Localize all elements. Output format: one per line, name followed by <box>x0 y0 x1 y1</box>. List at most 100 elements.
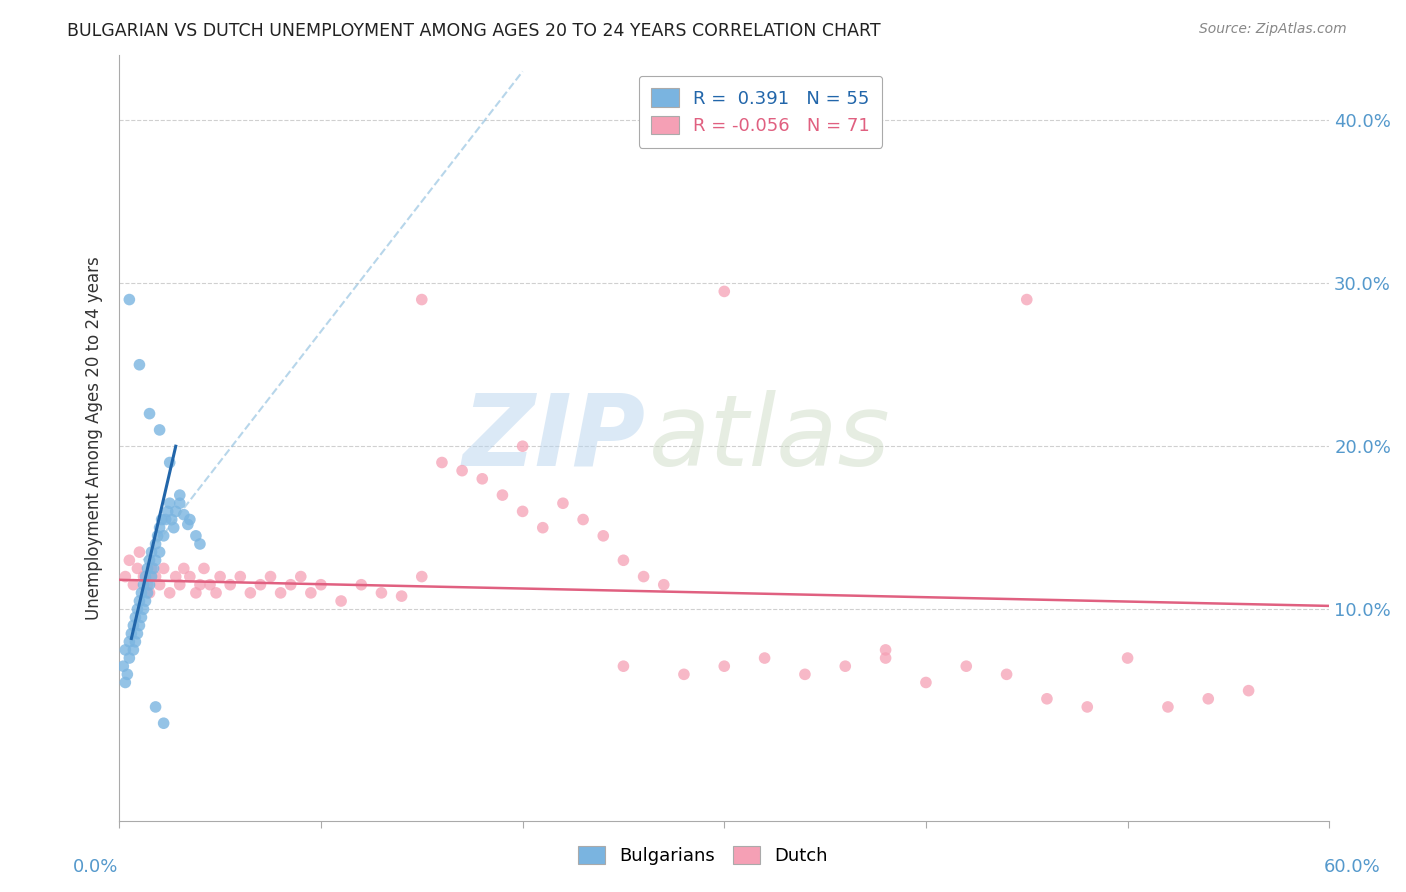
Point <box>155 512 177 526</box>
Point <box>160 512 183 526</box>
Point <box>114 675 136 690</box>
Point <box>713 659 735 673</box>
Point <box>122 643 145 657</box>
Point <box>141 569 163 583</box>
Point <box>138 578 160 592</box>
Point <box>145 569 167 583</box>
Point <box>471 472 494 486</box>
Text: BULGARIAN VS DUTCH UNEMPLOYMENT AMONG AGES 20 TO 24 YEARS CORRELATION CHART: BULGARIAN VS DUTCH UNEMPLOYMENT AMONG AG… <box>67 22 882 40</box>
Point <box>173 508 195 522</box>
Point <box>152 529 174 543</box>
Text: Source: ZipAtlas.com: Source: ZipAtlas.com <box>1199 22 1347 37</box>
Point <box>179 569 201 583</box>
Point <box>391 589 413 603</box>
Point <box>1157 700 1180 714</box>
Point <box>136 561 159 575</box>
Point <box>1015 293 1038 307</box>
Text: atlas: atlas <box>650 390 891 486</box>
Point <box>118 634 141 648</box>
Point <box>512 504 534 518</box>
Point <box>128 358 150 372</box>
Point <box>138 553 160 567</box>
Point <box>114 643 136 657</box>
Point <box>411 293 433 307</box>
Point <box>193 561 215 575</box>
Point <box>239 586 262 600</box>
Point <box>132 602 155 616</box>
Point <box>592 529 614 543</box>
Point <box>188 578 211 592</box>
Point <box>118 651 141 665</box>
Point <box>672 667 695 681</box>
Point <box>612 659 634 673</box>
Point <box>169 578 191 592</box>
Point <box>127 561 149 575</box>
Point <box>117 667 139 681</box>
Point <box>145 537 167 551</box>
Point <box>875 643 897 657</box>
Point <box>512 439 534 453</box>
Point <box>145 553 167 567</box>
Point <box>122 618 145 632</box>
Point <box>430 456 453 470</box>
Point <box>149 578 172 592</box>
Legend: Bulgarians, Dutch: Bulgarians, Dutch <box>571 838 835 872</box>
Point <box>124 634 146 648</box>
Point <box>173 561 195 575</box>
Point <box>128 545 150 559</box>
Point <box>370 586 392 600</box>
Point <box>149 521 172 535</box>
Point <box>1197 691 1219 706</box>
Point <box>132 578 155 592</box>
Point <box>134 594 156 608</box>
Point <box>290 569 312 583</box>
Point <box>1237 683 1260 698</box>
Point <box>150 512 173 526</box>
Point <box>179 512 201 526</box>
Legend: R =  0.391   N = 55, R = -0.056   N = 71: R = 0.391 N = 55, R = -0.056 N = 71 <box>638 76 883 148</box>
Point <box>122 578 145 592</box>
Text: ZIP: ZIP <box>463 390 645 486</box>
Point <box>163 521 186 535</box>
Point <box>491 488 513 502</box>
Point <box>531 521 554 535</box>
Point <box>165 569 187 583</box>
Point <box>152 716 174 731</box>
Point <box>249 578 271 592</box>
Point <box>177 517 200 532</box>
Point <box>995 667 1018 681</box>
Point <box>146 529 169 543</box>
Point <box>156 504 179 518</box>
Point <box>198 578 221 592</box>
Point <box>132 569 155 583</box>
Point <box>141 561 163 575</box>
Point <box>124 610 146 624</box>
Point <box>633 569 655 583</box>
Point <box>128 594 150 608</box>
Point <box>169 488 191 502</box>
Text: 60.0%: 60.0% <box>1324 858 1381 876</box>
Point <box>118 293 141 307</box>
Point <box>219 578 242 592</box>
Point <box>205 586 228 600</box>
Point <box>793 667 815 681</box>
Point <box>131 586 153 600</box>
Point <box>142 561 165 575</box>
Point <box>138 407 160 421</box>
Point <box>184 586 207 600</box>
Point <box>411 569 433 583</box>
Point <box>159 586 181 600</box>
Point <box>834 659 856 673</box>
Point <box>309 578 332 592</box>
Point <box>149 423 172 437</box>
Y-axis label: Unemployment Among Ages 20 to 24 years: Unemployment Among Ages 20 to 24 years <box>86 256 103 620</box>
Point <box>713 285 735 299</box>
Point <box>131 610 153 624</box>
Point <box>270 586 292 600</box>
Text: 0.0%: 0.0% <box>73 858 118 876</box>
Point <box>159 496 181 510</box>
Point <box>280 578 302 592</box>
Point <box>127 602 149 616</box>
Point <box>138 586 160 600</box>
Point <box>551 496 574 510</box>
